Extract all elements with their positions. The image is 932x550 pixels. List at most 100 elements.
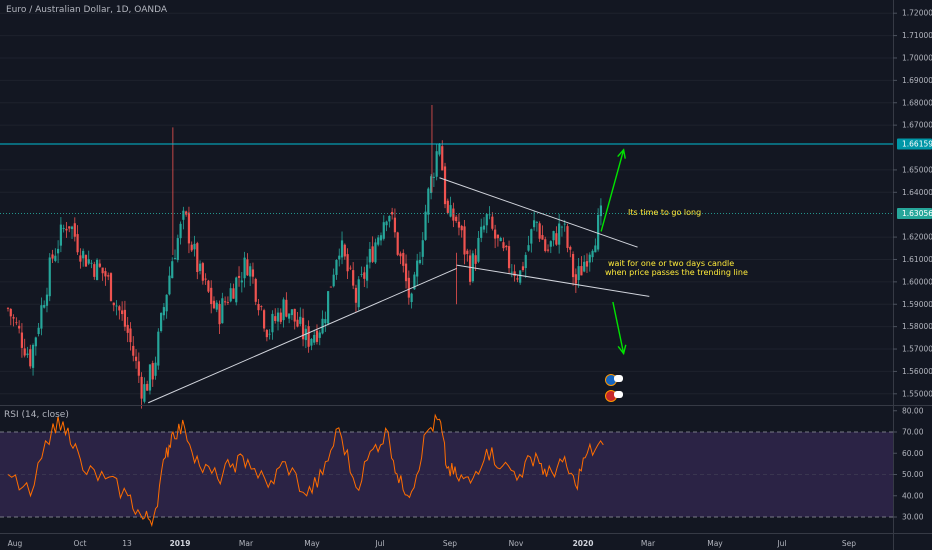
candle[interactable] bbox=[363, 266, 366, 288]
candle[interactable] bbox=[254, 277, 257, 306]
candle[interactable] bbox=[301, 308, 305, 347]
candle[interactable] bbox=[288, 313, 291, 324]
candle[interactable] bbox=[65, 221, 68, 238]
candle[interactable] bbox=[427, 187, 430, 223]
rsi-legend[interactable]: RSI (14, close) bbox=[4, 410, 69, 420]
candle[interactable] bbox=[435, 143, 438, 181]
candle[interactable] bbox=[499, 236, 502, 242]
candle[interactable] bbox=[541, 225, 544, 240]
candle[interactable] bbox=[329, 286, 332, 288]
candle[interactable] bbox=[377, 235, 380, 247]
candle[interactable] bbox=[171, 257, 174, 279]
candle[interactable] bbox=[162, 303, 165, 321]
candle[interactable] bbox=[9, 308, 12, 326]
candle[interactable] bbox=[198, 260, 202, 275]
candle[interactable] bbox=[574, 268, 577, 293]
candle[interactable] bbox=[354, 284, 358, 313]
candle[interactable] bbox=[76, 225, 79, 255]
candle[interactable] bbox=[15, 317, 18, 326]
candle[interactable] bbox=[276, 307, 280, 331]
candle[interactable] bbox=[443, 162, 447, 209]
candle[interactable] bbox=[460, 224, 463, 238]
candle[interactable] bbox=[143, 377, 146, 404]
candle[interactable] bbox=[505, 244, 508, 251]
candle[interactable] bbox=[533, 211, 536, 231]
candle[interactable] bbox=[34, 336, 37, 356]
candle[interactable] bbox=[577, 258, 580, 288]
candle[interactable] bbox=[226, 296, 230, 305]
candle[interactable] bbox=[207, 279, 210, 294]
candle[interactable] bbox=[471, 250, 474, 283]
candle[interactable] bbox=[549, 240, 552, 254]
candle[interactable] bbox=[140, 372, 143, 409]
candle[interactable] bbox=[466, 248, 469, 262]
candle[interactable] bbox=[84, 254, 88, 267]
trend-line[interactable] bbox=[148, 267, 457, 404]
candle[interactable] bbox=[599, 198, 603, 226]
candle[interactable] bbox=[335, 259, 338, 280]
candle[interactable] bbox=[404, 254, 408, 289]
candle[interactable] bbox=[90, 260, 93, 269]
candle[interactable] bbox=[173, 249, 177, 260]
candle[interactable] bbox=[201, 261, 204, 285]
candle[interactable] bbox=[424, 204, 427, 241]
candle[interactable] bbox=[190, 241, 193, 252]
candle[interactable] bbox=[101, 267, 104, 281]
candle[interactable] bbox=[530, 228, 533, 253]
candle[interactable] bbox=[560, 225, 564, 237]
candle[interactable] bbox=[374, 238, 377, 264]
trend-line[interactable] bbox=[439, 177, 638, 248]
candle[interactable] bbox=[477, 230, 480, 264]
candle[interactable] bbox=[12, 314, 15, 327]
candle[interactable] bbox=[296, 312, 299, 328]
candle[interactable] bbox=[290, 309, 294, 321]
candle[interactable] bbox=[251, 262, 255, 284]
candle[interactable] bbox=[196, 241, 199, 280]
candle[interactable] bbox=[126, 316, 129, 343]
candle[interactable] bbox=[385, 220, 388, 232]
candle[interactable] bbox=[585, 253, 589, 274]
candle[interactable] bbox=[452, 202, 455, 228]
candle[interactable] bbox=[455, 215, 458, 223]
candle[interactable] bbox=[40, 297, 43, 336]
candle[interactable] bbox=[416, 253, 419, 286]
candle[interactable] bbox=[68, 226, 71, 233]
candle[interactable] bbox=[70, 225, 74, 240]
candle[interactable] bbox=[210, 280, 213, 314]
candle[interactable] bbox=[591, 249, 594, 263]
candle[interactable] bbox=[402, 249, 405, 273]
candle[interactable] bbox=[494, 224, 497, 249]
candle[interactable] bbox=[51, 249, 54, 264]
candle[interactable] bbox=[151, 360, 154, 387]
candle[interactable] bbox=[62, 224, 65, 233]
candle[interactable] bbox=[235, 276, 238, 306]
candle[interactable] bbox=[488, 206, 491, 220]
candle[interactable] bbox=[132, 336, 135, 362]
candle[interactable] bbox=[396, 231, 399, 257]
candle[interactable] bbox=[352, 262, 355, 290]
current-price-label[interactable]: 1.63056 bbox=[897, 207, 932, 219]
candle[interactable] bbox=[393, 208, 397, 238]
candle[interactable] bbox=[18, 320, 21, 334]
candle[interactable] bbox=[154, 356, 157, 380]
candle[interactable] bbox=[224, 296, 227, 306]
candle[interactable] bbox=[221, 292, 224, 324]
candle[interactable] bbox=[357, 276, 360, 311]
candle[interactable] bbox=[176, 234, 179, 263]
candle[interactable] bbox=[282, 297, 285, 328]
candle[interactable] bbox=[232, 283, 235, 299]
candle[interactable] bbox=[182, 206, 185, 230]
candle[interactable] bbox=[588, 252, 591, 272]
event-flag-icon[interactable] bbox=[605, 390, 624, 402]
candle[interactable] bbox=[54, 248, 57, 263]
candle[interactable] bbox=[137, 352, 140, 383]
candle[interactable] bbox=[441, 140, 444, 171]
candle[interactable] bbox=[418, 251, 422, 265]
candle[interactable] bbox=[285, 292, 288, 318]
candle[interactable] bbox=[513, 264, 516, 282]
candle[interactable] bbox=[463, 219, 466, 265]
candle[interactable] bbox=[566, 223, 569, 253]
candle[interactable] bbox=[193, 235, 196, 257]
candle[interactable] bbox=[26, 346, 29, 358]
